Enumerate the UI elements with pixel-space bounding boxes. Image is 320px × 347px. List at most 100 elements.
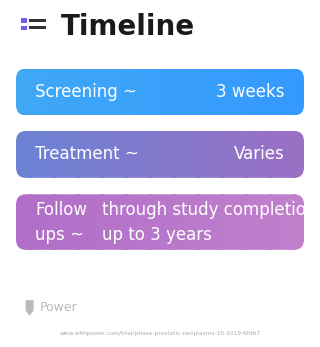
- Bar: [59, 194, 60, 250]
- Bar: [146, 194, 147, 250]
- Bar: [21, 131, 22, 178]
- Bar: [173, 69, 175, 115]
- Bar: [193, 131, 194, 178]
- Bar: [225, 194, 227, 250]
- Bar: [40, 194, 41, 250]
- Bar: [292, 69, 294, 115]
- Bar: [258, 69, 259, 115]
- Bar: [162, 131, 163, 178]
- Bar: [229, 194, 230, 250]
- Bar: [103, 69, 104, 115]
- Bar: [133, 69, 134, 115]
- Bar: [293, 69, 295, 115]
- Bar: [56, 69, 58, 115]
- Bar: [90, 69, 91, 115]
- Bar: [93, 69, 94, 115]
- Bar: [154, 69, 156, 115]
- Bar: [198, 194, 200, 250]
- Bar: [261, 194, 262, 250]
- Bar: [277, 194, 278, 250]
- Bar: [260, 131, 261, 178]
- Bar: [208, 69, 209, 115]
- Bar: [181, 131, 182, 178]
- Bar: [124, 194, 126, 250]
- Bar: [238, 131, 239, 178]
- Bar: [16, 194, 17, 250]
- Bar: [86, 69, 87, 115]
- Bar: [137, 131, 138, 178]
- Bar: [242, 69, 243, 115]
- Bar: [41, 69, 42, 115]
- Bar: [44, 194, 45, 250]
- Bar: [54, 194, 56, 250]
- Bar: [175, 69, 177, 115]
- Bar: [77, 69, 79, 115]
- Bar: [105, 131, 106, 178]
- Bar: [296, 131, 298, 178]
- Bar: [34, 131, 35, 178]
- Bar: [141, 131, 142, 178]
- Bar: [17, 194, 18, 250]
- Bar: [212, 131, 213, 178]
- Bar: [128, 69, 129, 115]
- Bar: [126, 131, 128, 178]
- Bar: [303, 69, 304, 115]
- Bar: [201, 194, 202, 250]
- Bar: [231, 131, 232, 178]
- Bar: [19, 194, 20, 250]
- Bar: [84, 69, 85, 115]
- Bar: [211, 194, 212, 250]
- Bar: [247, 194, 248, 250]
- Text: through study completion,
up to 3 years: through study completion, up to 3 years: [102, 201, 320, 244]
- Bar: [134, 69, 135, 115]
- Bar: [141, 194, 142, 250]
- Bar: [68, 194, 69, 250]
- Bar: [186, 131, 187, 178]
- Bar: [277, 69, 278, 115]
- Bar: [96, 131, 97, 178]
- Bar: [202, 131, 204, 178]
- Bar: [122, 131, 123, 178]
- Bar: [70, 194, 71, 250]
- Bar: [90, 194, 91, 250]
- Bar: [163, 131, 164, 178]
- Bar: [96, 194, 97, 250]
- Bar: [110, 131, 111, 178]
- Bar: [136, 69, 137, 115]
- Bar: [247, 69, 248, 115]
- Bar: [213, 131, 214, 178]
- Bar: [22, 69, 23, 115]
- Bar: [76, 131, 77, 178]
- Bar: [193, 69, 194, 115]
- Bar: [67, 131, 68, 178]
- Bar: [120, 131, 121, 178]
- Bar: [151, 194, 152, 250]
- Bar: [245, 69, 246, 115]
- Bar: [55, 194, 57, 250]
- Bar: [169, 194, 170, 250]
- Bar: [241, 69, 242, 115]
- Bar: [217, 69, 218, 115]
- Bar: [150, 131, 152, 178]
- Bar: [286, 69, 287, 115]
- Bar: [150, 194, 152, 250]
- Bar: [201, 131, 202, 178]
- Bar: [224, 69, 225, 115]
- Bar: [142, 131, 143, 178]
- Bar: [19, 131, 20, 178]
- Bar: [85, 194, 86, 250]
- Bar: [108, 69, 109, 115]
- Bar: [141, 69, 142, 115]
- Bar: [207, 194, 208, 250]
- Text: Varies: Varies: [234, 145, 285, 163]
- Bar: [107, 131, 108, 178]
- Bar: [25, 131, 26, 178]
- Bar: [292, 194, 294, 250]
- Bar: [159, 194, 160, 250]
- Bar: [85, 131, 86, 178]
- Bar: [262, 194, 263, 250]
- Bar: [250, 194, 252, 250]
- Bar: [90, 131, 91, 178]
- Bar: [32, 131, 33, 178]
- Bar: [286, 131, 287, 178]
